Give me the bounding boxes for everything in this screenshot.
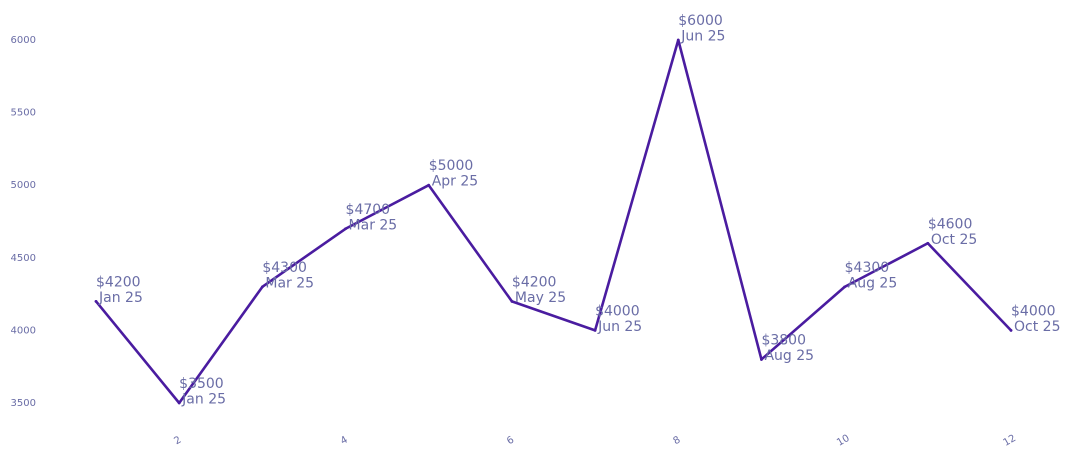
- data-point: [760, 358, 763, 361]
- data-label-value: $4000: [595, 303, 640, 319]
- y-axis: 3500 4000 4500 5000 5500 6000: [11, 35, 36, 409]
- data-point: [1009, 329, 1013, 332]
- y-tick-label: 4000: [11, 325, 36, 336]
- data-label-date: Aug 25: [848, 275, 898, 291]
- data-label-date: Mar 25: [265, 275, 314, 291]
- data-label-value: $3800: [761, 332, 806, 348]
- data-label-value: $4600: [928, 216, 973, 232]
- data-label-value: $6000: [678, 13, 723, 29]
- data-label-value: $4200: [96, 274, 141, 290]
- data-point: [427, 183, 431, 187]
- data-label-date: Oct 25: [931, 232, 977, 248]
- y-tick-label: 6000: [11, 35, 36, 46]
- data-point: [676, 38, 680, 42]
- data-point: [260, 285, 264, 289]
- data-label-date: May 25: [515, 290, 566, 306]
- x-tick-label: 8: [672, 434, 683, 447]
- data-point: [843, 285, 847, 289]
- data-label-value: $3500: [179, 376, 224, 392]
- data-points: [94, 38, 1013, 405]
- x-tick-label: 4: [339, 434, 350, 447]
- data-label-value: $4700: [346, 202, 391, 218]
- data-label-value: $4300: [262, 260, 307, 276]
- data-label-date: Jan 25: [98, 290, 143, 306]
- y-tick-label: 5500: [11, 108, 36, 119]
- series-line: [94, 38, 1013, 405]
- data-point: [510, 299, 514, 303]
- data-point: [94, 299, 98, 303]
- x-tick-label: 2: [172, 434, 183, 447]
- data-label-value: $5000: [429, 158, 474, 174]
- x-tick-label: 10: [835, 433, 852, 449]
- data-label-value: $4200: [512, 274, 557, 290]
- data-point: [926, 241, 930, 245]
- x-tick-label: 12: [1001, 433, 1018, 449]
- data-label-date: Oct 25: [1014, 319, 1060, 335]
- x-tick-label: 6: [505, 434, 516, 447]
- y-tick-label: 3500: [11, 398, 36, 409]
- data-label-date: Jun 25: [597, 319, 642, 335]
- data-point: [177, 401, 181, 405]
- data-label-date: Aug 25: [764, 348, 814, 364]
- data-point: [344, 227, 347, 231]
- data-label-date: Mar 25: [349, 217, 398, 233]
- data-label-date: Jun 25: [680, 29, 725, 45]
- x-axis: 2 4 6 8 10 12: [172, 433, 1018, 449]
- data-label-value: $4000: [1011, 303, 1056, 319]
- data-label-value: $4300: [845, 260, 890, 276]
- y-tick-label: 5000: [11, 180, 36, 191]
- data-label-date: Apr 25: [432, 174, 478, 190]
- y-tick-label: 4500: [11, 253, 36, 264]
- data-point: [593, 329, 597, 332]
- data-label-date: Jan 25: [181, 392, 226, 408]
